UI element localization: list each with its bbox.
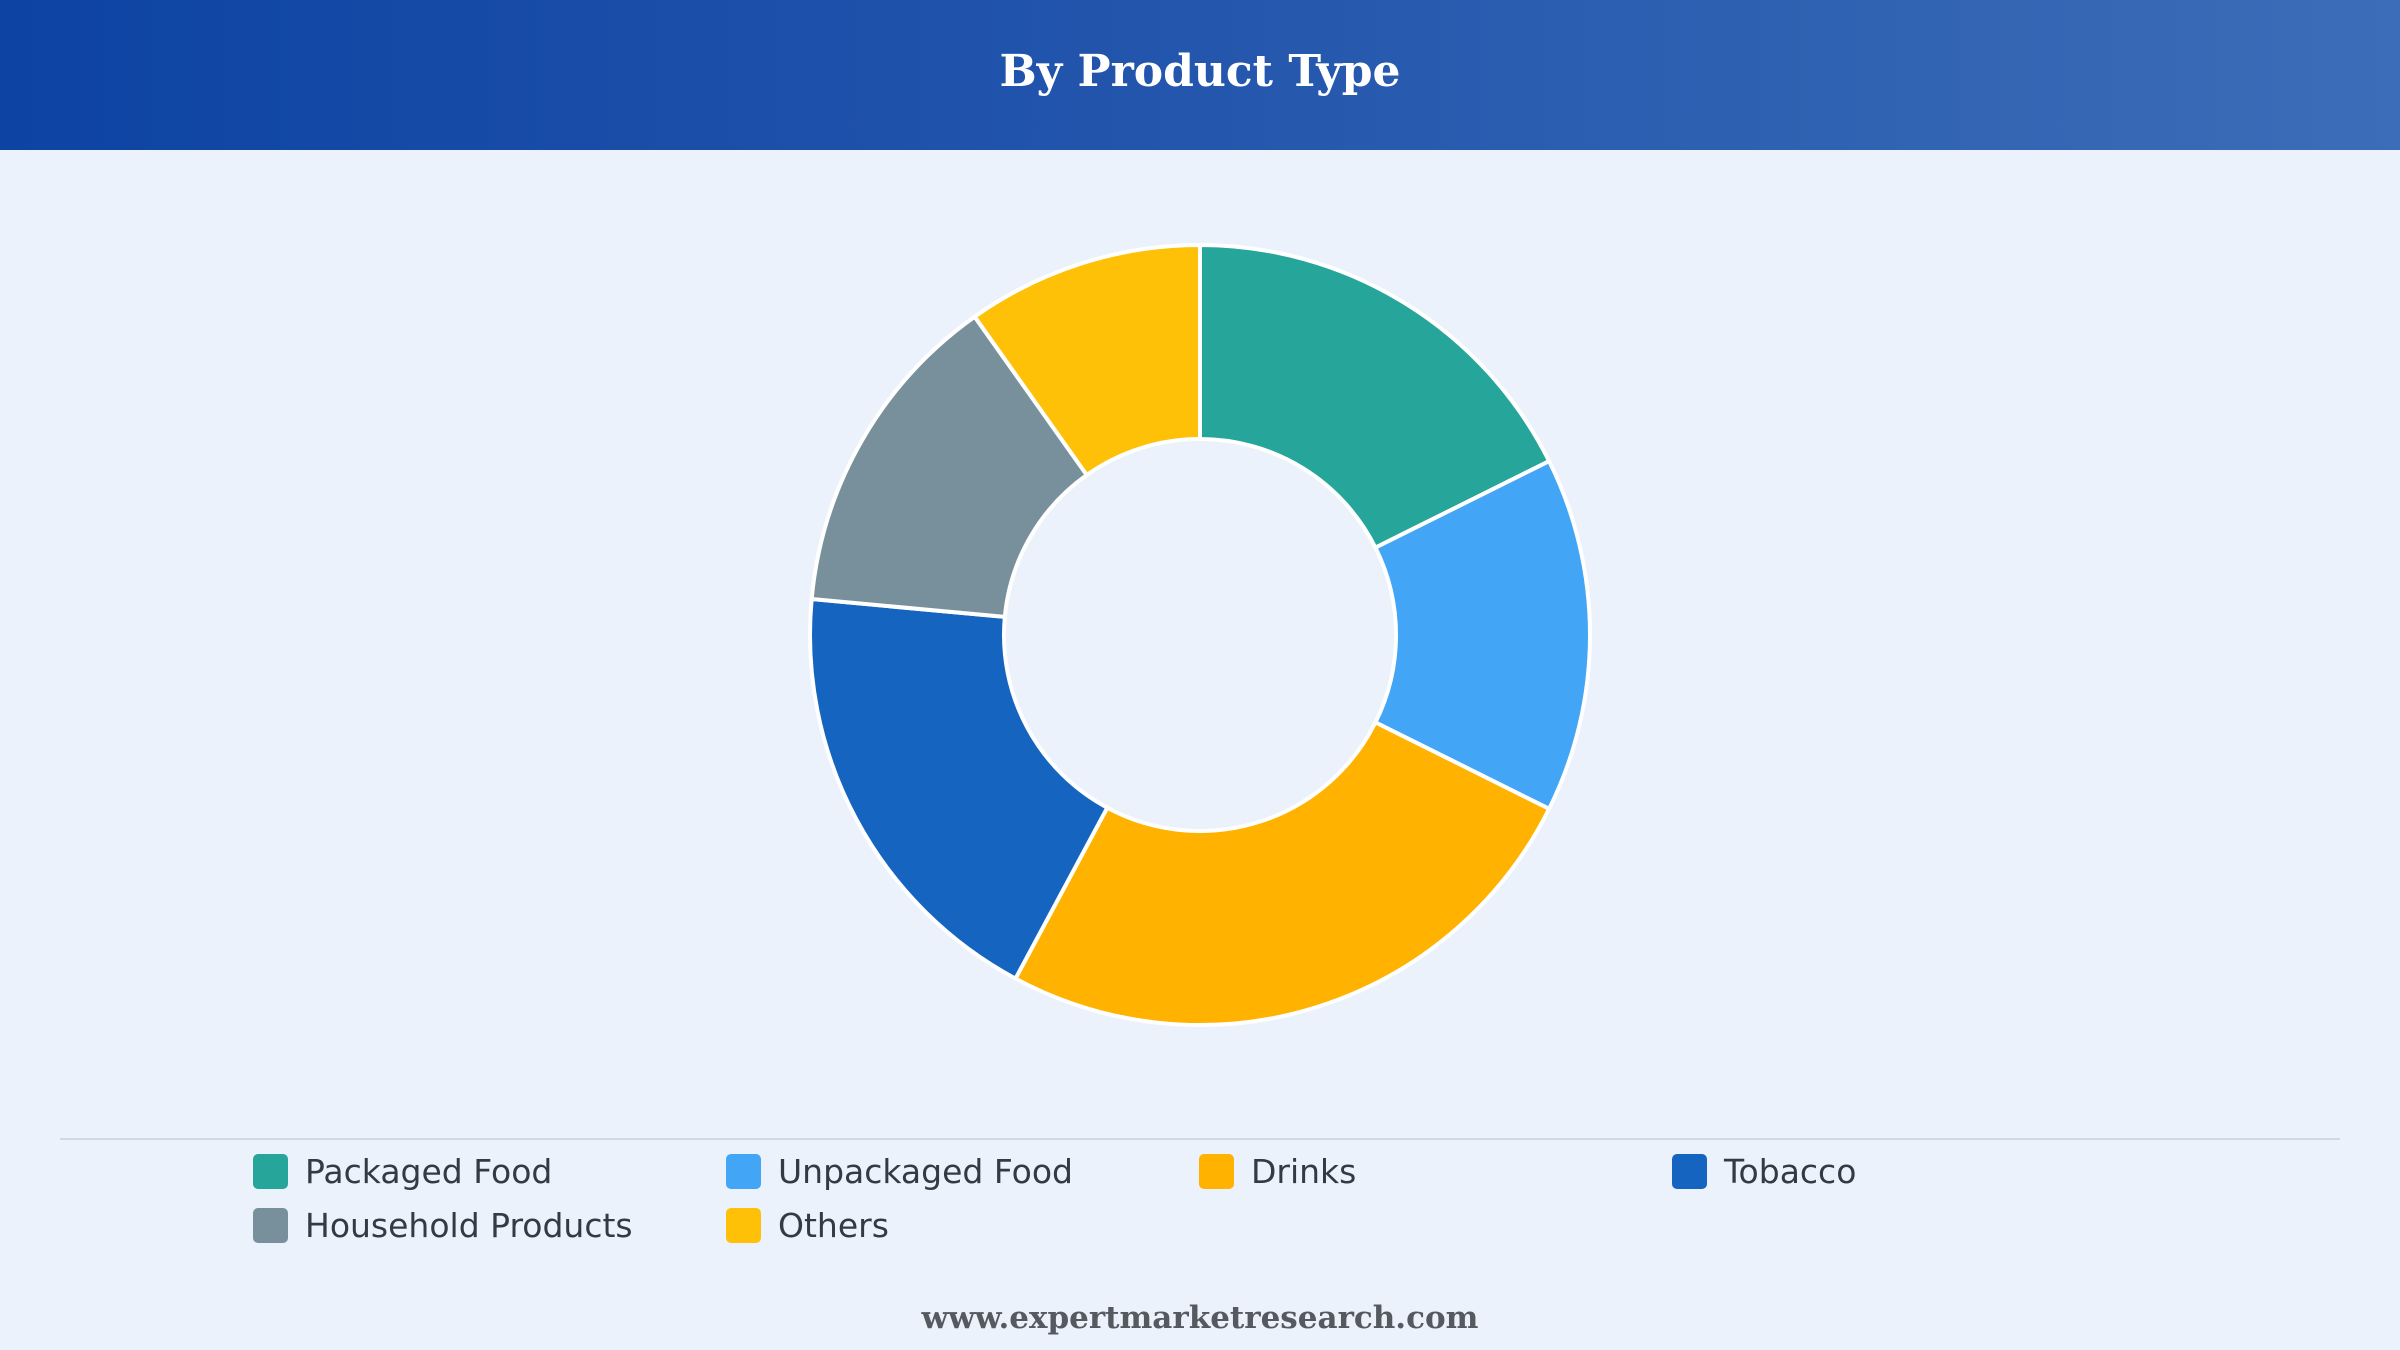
- header-banner: By Product Type: [0, 0, 2400, 150]
- legend-item-others[interactable]: Others: [726, 1205, 1199, 1245]
- legend-divider: [60, 1138, 2340, 1140]
- legend-swatch: [726, 1153, 761, 1189]
- footer-website: www.expertmarketresearch.com: [921, 1300, 1479, 1336]
- chart-area: [0, 150, 2400, 1135]
- donut-slice-household-products[interactable]: [809, 314, 1089, 619]
- donut-slice-tobacco[interactable]: [808, 597, 1110, 981]
- legend-label: Packaged Food: [305, 1151, 553, 1191]
- donut-slice-drinks[interactable]: [1013, 720, 1552, 1027]
- legend-item-drinks[interactable]: Drinks: [1199, 1151, 1672, 1191]
- donut-slice-packaged-food[interactable]: [1198, 243, 1552, 550]
- legend-swatch: [1672, 1153, 1707, 1189]
- legend-label: Tobacco: [1724, 1151, 1857, 1191]
- chart-title: By Product Type: [999, 45, 1401, 97]
- legend-item-household-products[interactable]: Household Products: [253, 1205, 726, 1245]
- donut-slice-others[interactable]: [972, 243, 1202, 478]
- legend-label: Household Products: [305, 1205, 633, 1245]
- legend-label: Others: [778, 1205, 889, 1245]
- legend-swatch: [253, 1153, 288, 1189]
- legend-item-tobacco[interactable]: Tobacco: [1672, 1151, 2145, 1191]
- legend-swatch: [253, 1207, 288, 1243]
- legend-item-packaged-food[interactable]: Packaged Food: [253, 1151, 726, 1191]
- legend-swatch: [726, 1207, 761, 1243]
- donut-chart: [808, 243, 1592, 1027]
- legend-swatch: [1199, 1153, 1234, 1189]
- chart-legend: Packaged Food Unpackaged Food Drinks Tob…: [253, 1151, 2153, 1245]
- legend-item-unpackaged-food[interactable]: Unpackaged Food: [726, 1151, 1199, 1191]
- donut-slice-unpackaged-food[interactable]: [1373, 459, 1592, 811]
- legend-label: Unpackaged Food: [778, 1151, 1073, 1191]
- legend-label: Drinks: [1251, 1151, 1357, 1191]
